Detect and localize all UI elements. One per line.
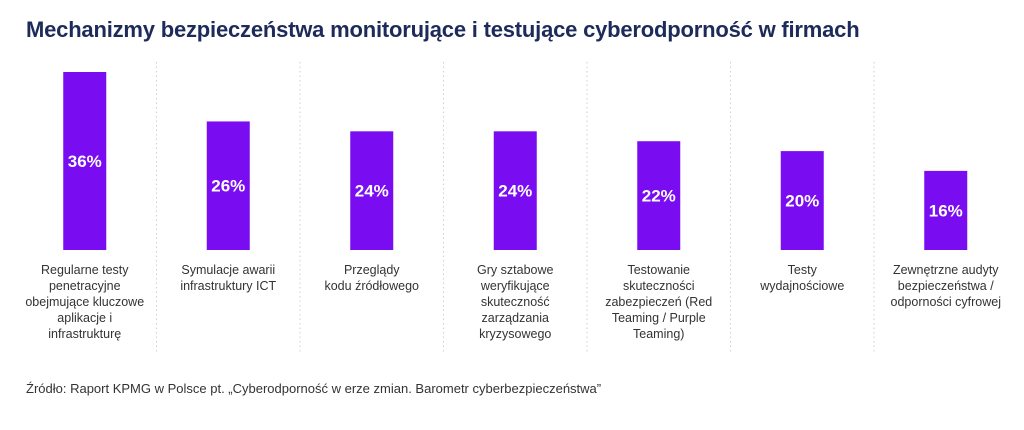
category-label: Gry sztabowe weryfikujące skuteczność zarzą…: [477, 263, 553, 341]
bar-3: [350, 131, 394, 250]
bar-chart: 36% Regularne testy penetracyjne obejmujące…: [25, 62, 1001, 352]
category-label: Testy wydajnościowe: [759, 263, 844, 293]
bar-value-label: 26%: [211, 177, 245, 196]
category-label: Regularne testy penetracyjne obejmujące kl…: [25, 263, 144, 341]
bar-2: [206, 121, 250, 250]
bar-1: [63, 72, 107, 250]
category-label: Testowanie skuteczności zabezpieczeń (Red T…: [605, 263, 712, 341]
bar-value-label: 24%: [498, 182, 532, 201]
bar-value-label: 36%: [68, 152, 102, 171]
source-note: Źródło: Raport KPMG w Polsce pt. „Cybero…: [26, 381, 602, 396]
category-label: Przeglądy kodu źródłowego: [324, 263, 419, 293]
bar-value-label: 16%: [929, 201, 963, 220]
bar-4: [493, 131, 537, 250]
chart-title: Mechanizmy bezpieczeństwa monitorujące i…: [26, 17, 860, 42]
category-label: Symulacje awarii infrastruktury ICT: [180, 263, 276, 293]
bar-6: [780, 151, 824, 250]
category-label: Zewnętrzne audyty bezpieczeństwa / odporno…: [891, 263, 1001, 309]
bar-5: [637, 141, 681, 250]
bar-7: [924, 170, 968, 250]
bar-value-label: 20%: [785, 192, 819, 211]
bar-value-label: 24%: [355, 182, 389, 201]
bar-value-label: 22%: [642, 187, 676, 206]
